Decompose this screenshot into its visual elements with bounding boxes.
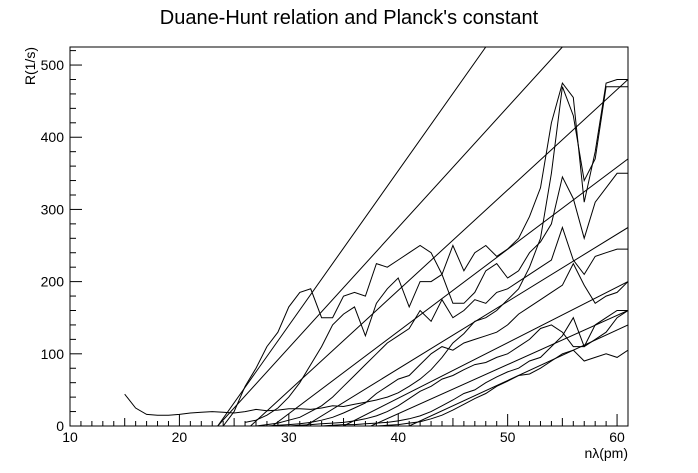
fit-line-2 [217, 47, 563, 426]
y-tick-label: 500 [41, 57, 65, 73]
series-line-4 [255, 225, 628, 426]
x-tick-label: 20 [172, 429, 188, 445]
series-line-2 [222, 79, 628, 426]
series-line-7 [321, 310, 628, 426]
series-line-5 [266, 262, 628, 426]
series-line-3 [245, 172, 628, 423]
y-tick-label: 200 [41, 274, 65, 290]
y-tick-label: 400 [41, 129, 65, 145]
x-tick-label: 50 [500, 429, 516, 445]
x-tick-label: 60 [609, 429, 625, 445]
x-tick-label: 30 [281, 429, 297, 445]
x-tick-label: 40 [390, 429, 406, 445]
series-line-8 [376, 349, 628, 426]
x-tick-label: 10 [62, 429, 78, 445]
y-tick-label: 300 [41, 201, 65, 217]
fit-line-1 [217, 47, 487, 426]
fit-line-7 [370, 310, 628, 426]
measured-series [124, 79, 628, 426]
fit-line-3 [250, 79, 628, 426]
fit-line-4 [272, 158, 628, 426]
y-tick-label: 100 [41, 346, 65, 362]
x-axis-label: nλ(pm) [584, 445, 628, 461]
series-line-1 [124, 86, 628, 416]
y-tick-label: 0 [56, 418, 64, 434]
y-axis-label: R(1/s) [22, 47, 38, 85]
series-line-6 [288, 310, 628, 426]
fit-line-6 [343, 281, 628, 426]
chart-title: Duane-Hunt relation and Planck's constan… [160, 7, 539, 29]
fit-lines [217, 47, 628, 426]
plot-frame [69, 46, 629, 427]
